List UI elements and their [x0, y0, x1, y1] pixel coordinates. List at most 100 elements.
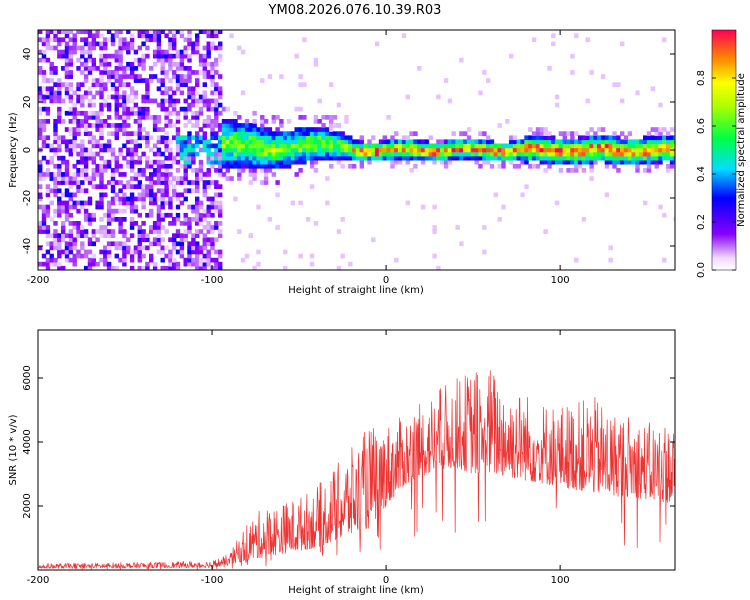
spectrogram-cell [298, 106, 303, 112]
spectrogram-cell [91, 159, 96, 165]
spectrogram-cell [133, 204, 139, 210]
spectrogram-cell [329, 119, 334, 124]
spectrogram-x-label: Height of straight line (km) [288, 285, 424, 296]
spectrogram-cell [160, 82, 165, 87]
spectrogram-cell [45, 119, 51, 124]
spectrogram-cell [83, 233, 89, 238]
x-tick-label: -200 [27, 575, 50, 586]
spectrogram-cell [237, 45, 242, 51]
spectrogram-cell [558, 139, 564, 145]
spectrogram-cell [61, 208, 66, 214]
spectrogram-cell [53, 208, 58, 214]
spectrogram-cell [195, 249, 200, 255]
spectrogram-cell [160, 102, 165, 108]
spectrogram-cell [99, 74, 104, 79]
spectrogram-cell [313, 139, 319, 145]
spectrogram-cell [298, 143, 303, 149]
spectrogram-cell [455, 225, 460, 230]
spectrogram-cell [87, 147, 93, 153]
spectrogram-cell [210, 200, 215, 206]
spectrogram-cell [91, 45, 96, 51]
spectrogram-cell [126, 94, 131, 100]
spectrogram-cell [463, 143, 468, 149]
spectrogram-cell [616, 139, 621, 145]
spectrogram-cell [187, 94, 192, 100]
spectrogram-cell [512, 143, 518, 149]
spectrogram-cell [110, 196, 116, 202]
spectrogram-cell [106, 123, 112, 128]
spectrogram-cell [210, 257, 215, 263]
spectrogram-cell [206, 139, 211, 145]
spectrogram-cell [298, 168, 303, 173]
spectrogram-cell [589, 168, 594, 173]
spectrogram-cell [76, 221, 81, 226]
spectrogram-cell [344, 119, 349, 124]
spectrogram-cell [187, 41, 192, 47]
spectrogram-cell [118, 61, 123, 67]
spectrogram-cell [80, 53, 85, 59]
spectrogram-cell [210, 245, 215, 251]
spectrogram-cell [267, 163, 273, 169]
spectrogram-cell [64, 204, 70, 210]
spectrogram-cell [658, 131, 663, 136]
spectrogram-cell [214, 180, 219, 185]
spectrogram-cell [175, 110, 181, 116]
spectrogram-cell [114, 192, 119, 198]
spectrogram-cell [64, 176, 70, 181]
spectrogram-cell [352, 163, 357, 169]
spectrogram-cell [126, 196, 131, 202]
spectrogram-cell [41, 41, 47, 47]
spectrogram-cell [91, 102, 96, 108]
spectrogram-cell [110, 168, 116, 173]
spectrogram-cell [145, 45, 150, 51]
spectrogram-cell [114, 135, 119, 141]
spectrogram-cell [654, 163, 659, 169]
spectrogram-cell [183, 66, 188, 71]
spectrogram-cell [256, 127, 261, 132]
spectrogram-cell [302, 135, 307, 141]
spectrogram-cell [482, 225, 487, 230]
spectrogram-cell [325, 147, 330, 153]
spectrogram-cell [325, 200, 330, 206]
spectrogram-cell [447, 147, 453, 153]
spectrogram-cell [317, 143, 322, 149]
spectrogram-cell [581, 143, 587, 149]
spectrogram-cell [122, 123, 127, 128]
spectrogram-cell [646, 163, 652, 169]
spectrogram-cell [547, 163, 552, 169]
spectrogram-cell [45, 265, 51, 270]
spectrogram-cell [183, 74, 188, 79]
spectrogram-cell [210, 78, 215, 83]
spectrogram-cell [218, 135, 223, 141]
spectrogram-cell [137, 196, 142, 202]
spectrogram-cell [620, 147, 625, 153]
spectrogram-cell [443, 139, 449, 145]
spectrogram-cell [470, 155, 476, 161]
spectrogram-cell [574, 163, 579, 169]
spectrogram-cell [164, 106, 169, 112]
spectrogram-cell [432, 151, 437, 157]
snr-line [38, 370, 675, 570]
spectrogram-cell [95, 151, 100, 157]
spectrogram-cell [218, 184, 223, 189]
spectrogram-cell [156, 45, 162, 51]
spectrogram-cell [95, 163, 100, 169]
spectrogram-cell [45, 172, 51, 177]
spectrogram-cell [149, 253, 154, 259]
spectrogram-cell [191, 86, 196, 92]
spectrogram-cell [237, 131, 242, 136]
spectrogram-cell [118, 241, 123, 247]
spectrogram-cell [152, 123, 158, 128]
spectrogram-cell [409, 151, 414, 157]
spectrogram-cell [179, 135, 185, 141]
spectrogram-cell [114, 33, 119, 39]
spectrogram-cell [99, 41, 104, 47]
spectrogram-cell [110, 33, 116, 39]
spectrogram-cell [72, 106, 77, 112]
spectrogram-cell [279, 147, 284, 153]
spectrogram-cell [600, 139, 606, 145]
spectrogram-cell [61, 49, 66, 55]
spectrogram-cell [103, 41, 108, 47]
spectrogram-cell [309, 127, 315, 132]
spectrogram-cell [447, 139, 453, 145]
